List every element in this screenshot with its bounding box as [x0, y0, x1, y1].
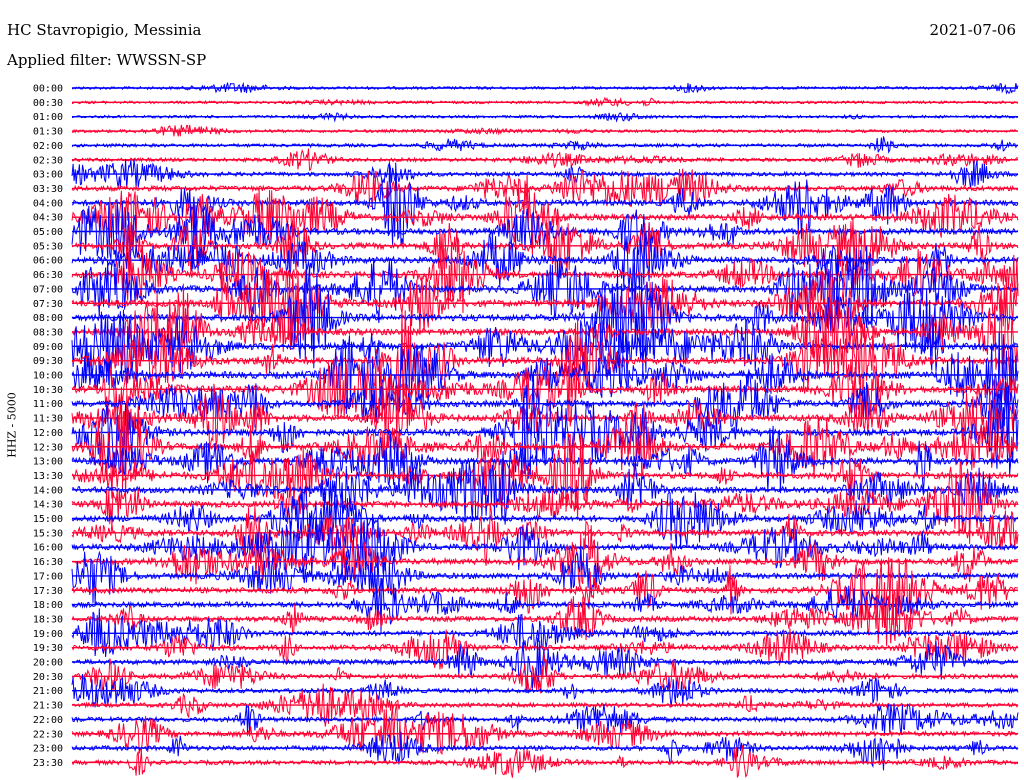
trace-row — [71, 269, 1019, 351]
row-tick-label: 16:00 — [33, 543, 63, 554]
row-tick-label: 02:30 — [33, 155, 63, 166]
tick-label-group: 00:00 00:30 01:00 01:30 02:00 02:30 03:00 03:30… — [33, 84, 63, 769]
row-tick-label: 16:30 — [33, 557, 63, 568]
row-tick-label: 21:00 — [33, 686, 63, 697]
trace-row — [71, 731, 1019, 771]
trace-row — [71, 502, 1019, 566]
row-tick-label: 12:30 — [33, 442, 63, 453]
row-tick-label: 00:30 — [33, 98, 63, 109]
trace-row — [71, 383, 1019, 450]
row-tick-label: 15:00 — [33, 514, 63, 525]
date-label: 2021-07-06 — [929, 21, 1016, 39]
row-tick-label: 01:00 — [33, 112, 63, 123]
trace-row — [71, 198, 1019, 272]
row-tick-label: 21:30 — [33, 701, 63, 712]
row-tick-label: 22:00 — [33, 715, 63, 726]
trace-row — [71, 511, 1019, 581]
row-tick-label: 04:30 — [33, 213, 63, 224]
row-tick-label: 20:30 — [33, 672, 63, 683]
row-tick-label: 07:00 — [33, 284, 63, 295]
row-tick-label: 03:00 — [33, 170, 63, 181]
row-tick-label: 08:00 — [33, 313, 63, 324]
trace-row — [71, 136, 1019, 154]
trace-row — [71, 246, 1019, 328]
row-tick-label: 18:30 — [33, 614, 63, 625]
row-tick-label: 15:30 — [33, 528, 63, 539]
row-tick-label: 17:00 — [33, 571, 63, 582]
row-tick-label: 19:00 — [33, 629, 63, 640]
row-tick-label: 19:30 — [33, 643, 63, 654]
row-tick-label: 10:30 — [33, 385, 63, 396]
row-tick-label: 11:00 — [33, 399, 63, 410]
row-tick-label: 13:00 — [33, 457, 63, 468]
filter-label: Applied filter: WWSSN-SP — [7, 51, 207, 69]
row-tick-label: 17:30 — [33, 586, 63, 597]
trace-row — [71, 351, 1019, 427]
row-tick-label: 11:30 — [33, 414, 63, 425]
trace-row — [71, 215, 1019, 278]
row-tick-label: 05:00 — [33, 227, 63, 238]
row-tick-label: 22:30 — [33, 729, 63, 740]
row-tick-label: 14:30 — [33, 500, 63, 511]
row-tick-label: 20:00 — [33, 658, 63, 669]
trace-row — [71, 557, 1019, 628]
row-tick-label: 10:00 — [33, 371, 63, 382]
trace-row — [71, 174, 1019, 256]
station-title: HC Stavropigio, Messinia — [7, 21, 202, 39]
row-tick-label: 07:30 — [33, 299, 63, 310]
row-tick-label: 02:00 — [33, 141, 63, 152]
row-tick-label: 23:30 — [33, 758, 63, 769]
trace-row — [71, 277, 1019, 390]
row-tick-label: 08:30 — [33, 327, 63, 338]
row-tick-label: 14:00 — [33, 485, 63, 496]
trace-row — [71, 461, 1019, 544]
row-tick-label: 09:30 — [33, 356, 63, 367]
trace-row — [71, 703, 1019, 734]
trace-row — [71, 745, 1019, 778]
trace-row — [71, 432, 1019, 520]
row-tick-label: 00:00 — [33, 84, 63, 95]
row-tick-label: 06:30 — [33, 270, 63, 281]
row-tick-label: 03:30 — [33, 184, 63, 195]
trace-group — [71, 81, 1019, 778]
trace-row — [71, 162, 1019, 247]
row-tick-label: 04:00 — [33, 198, 63, 209]
row-tick-label: 23:00 — [33, 744, 63, 755]
row-tick-label: 06:00 — [33, 256, 63, 267]
row-tick-label: 13:30 — [33, 471, 63, 482]
trace-row — [71, 637, 1019, 691]
row-tick-label: 12:00 — [33, 428, 63, 439]
row-tick-label: 05:30 — [33, 241, 63, 252]
row-tick-label: 01:30 — [33, 127, 63, 138]
row-tick-label: 18:00 — [33, 600, 63, 611]
row-tick-label: 09:00 — [33, 342, 63, 353]
